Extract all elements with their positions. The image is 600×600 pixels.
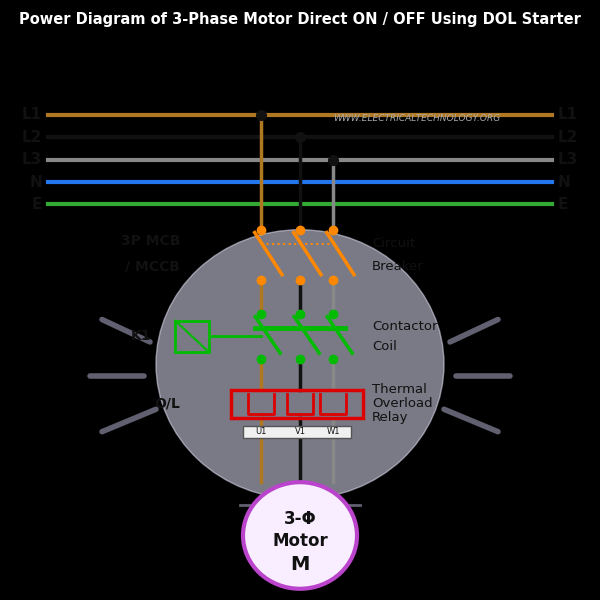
Text: Coil: Coil [372,340,397,353]
Text: M: M [290,555,310,574]
Text: Thermal: Thermal [372,383,427,396]
Text: L1: L1 [22,107,42,122]
Text: U1: U1 [256,427,266,436]
Text: V1: V1 [295,427,305,436]
Text: E: E [558,197,568,212]
Text: Power Diagram of 3-Phase Motor Direct ON / OFF Using DOL Starter: Power Diagram of 3-Phase Motor Direct ON… [19,12,581,27]
Bar [243,425,351,438]
Text: N: N [558,175,571,190]
Text: L3: L3 [558,152,578,167]
Text: Overload: Overload [372,397,433,410]
Text: N: N [29,175,42,190]
Text: W1: W1 [326,427,340,436]
Text: Circuit: Circuit [372,237,415,250]
Text: Motor: Motor [272,532,328,550]
Text: Contactor: Contactor [372,320,437,333]
Circle shape [156,230,444,499]
Text: L1: L1 [558,107,578,122]
Text: K1: K1 [131,329,151,343]
Text: Relay: Relay [372,411,409,424]
Text: L2: L2 [22,130,42,145]
Text: L3: L3 [22,152,42,167]
Bar [231,389,363,418]
Text: 3P MCB: 3P MCB [121,234,180,248]
Circle shape [243,482,357,589]
Text: WWW.ELECTRICALTECHNOLOGY.ORG: WWW.ELECTRICALTECHNOLOGY.ORG [333,114,500,123]
Text: 3-Φ: 3-Φ [284,509,316,527]
Text: L2: L2 [558,130,578,145]
Text: O/L: O/L [154,397,180,410]
Text: Breaker: Breaker [372,260,424,273]
Text: E: E [32,197,42,212]
Bar [175,320,209,352]
Text: / MCCB: / MCCB [125,259,180,273]
